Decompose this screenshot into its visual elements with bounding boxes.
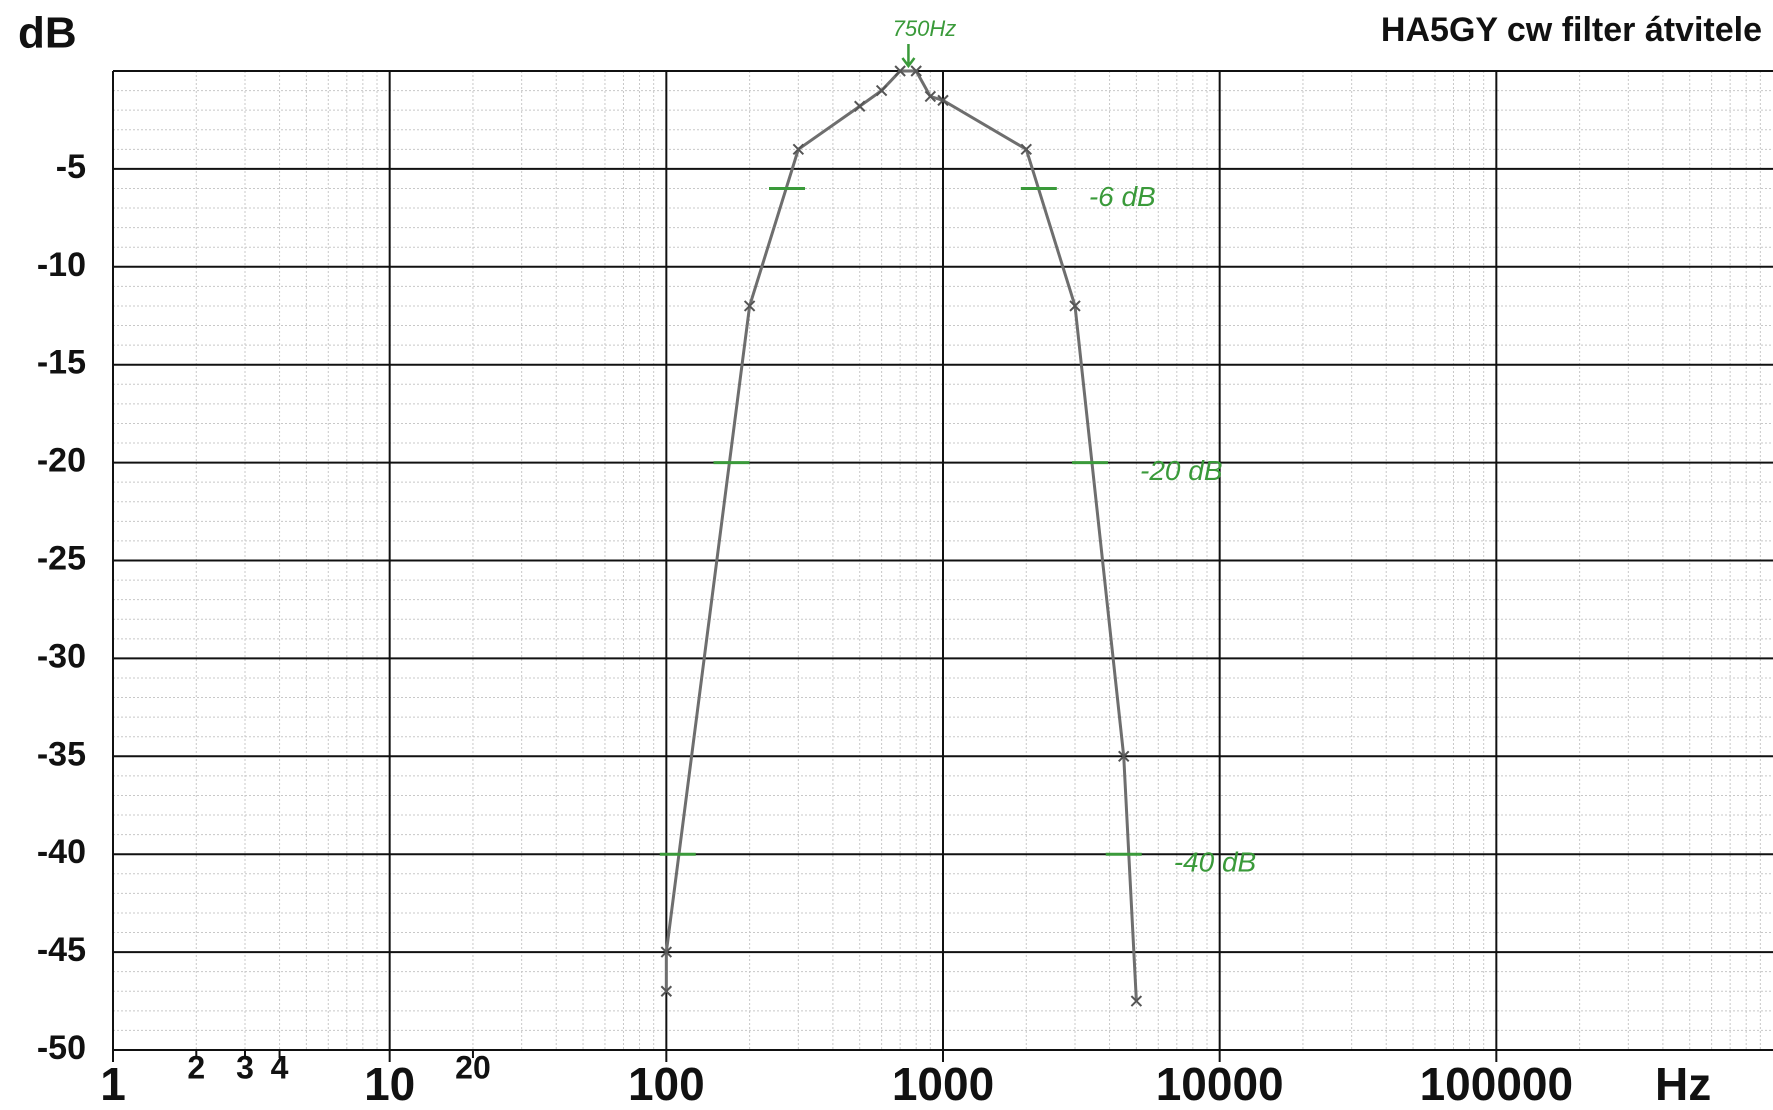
level-label: -20 dB bbox=[1140, 455, 1223, 486]
grid bbox=[112, 70, 1773, 1062]
response-curve bbox=[664, 69, 1138, 1002]
x-tick-label: 100 bbox=[628, 1058, 705, 1110]
x-tick-label: 1 bbox=[100, 1058, 126, 1110]
x-tick-label: 10 bbox=[364, 1058, 415, 1110]
data-point bbox=[924, 90, 937, 103]
data-point bbox=[1130, 995, 1143, 1007]
x-tick-label: 3 bbox=[236, 1049, 254, 1085]
x-tick-label: 2 bbox=[187, 1049, 205, 1085]
x-tick-label: 10000 bbox=[1156, 1058, 1284, 1110]
peak-arrow bbox=[901, 44, 916, 69]
x-tick-label: 4 bbox=[271, 1049, 289, 1085]
data-point bbox=[937, 94, 949, 107]
data-point bbox=[910, 65, 922, 77]
data-point bbox=[660, 946, 673, 958]
x-tick-label: 100000 bbox=[1420, 1058, 1574, 1110]
y-tick-label: -50 bbox=[37, 1029, 86, 1067]
y-tick-label: -15 bbox=[37, 344, 86, 382]
data-point bbox=[854, 100, 866, 112]
marks bbox=[659, 44, 1143, 1007]
x-tick-label: 1000 bbox=[892, 1058, 994, 1110]
peak-annotation: 750Hz bbox=[893, 16, 957, 41]
chart-title: HA5GY cw filter átvitele bbox=[1381, 11, 1762, 49]
level-label: -40 dB bbox=[1174, 847, 1257, 878]
data-point bbox=[1069, 300, 1081, 312]
data-point bbox=[1118, 750, 1130, 763]
y-tick-label: -20 bbox=[37, 442, 86, 480]
data-point bbox=[660, 985, 673, 997]
x-axis-label: Hz bbox=[1655, 1058, 1711, 1110]
y-tick-label: -45 bbox=[37, 931, 86, 969]
data-point bbox=[743, 300, 756, 312]
y-tick-label: -10 bbox=[37, 246, 86, 284]
y-tick-label: -30 bbox=[37, 637, 86, 675]
y-axis-label: dB bbox=[18, 9, 77, 58]
y-tick-label: -5 bbox=[56, 148, 86, 186]
y-tick-label: -35 bbox=[37, 735, 86, 773]
level-label: -6 dB bbox=[1089, 181, 1156, 212]
x-tick-label: 20 bbox=[455, 1049, 491, 1085]
data-point bbox=[792, 143, 805, 156]
data-point bbox=[894, 65, 906, 77]
data-point bbox=[875, 84, 888, 97]
data-point bbox=[1020, 143, 1032, 156]
y-tick-label: -25 bbox=[37, 539, 86, 577]
y-tick-label: -40 bbox=[37, 833, 86, 871]
